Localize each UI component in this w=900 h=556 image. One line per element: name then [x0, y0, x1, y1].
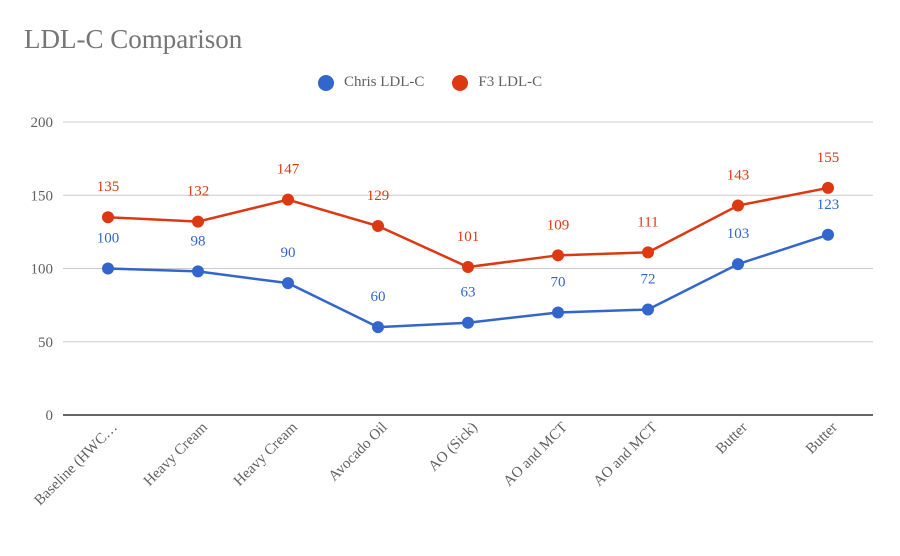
data-label: 70: [551, 274, 566, 290]
x-tick-label: Heavy Cream: [141, 419, 211, 489]
data-point: [102, 211, 114, 224]
data-label: 63: [461, 285, 476, 301]
legend-item-chris[interactable]: Chris LDL-C: [318, 74, 424, 91]
data-label: 132: [187, 184, 210, 200]
data-point: [732, 258, 744, 271]
data-point: [552, 306, 564, 319]
data-point: [462, 261, 474, 274]
chart-title: LDL-C Comparison: [24, 24, 243, 54]
y-tick-label: 100: [31, 262, 54, 278]
legend-marker-f3: [452, 74, 469, 91]
series-line-f3: [107, 186, 829, 269]
data-label: 109: [547, 217, 570, 233]
data-point: [372, 220, 384, 233]
x-tick-label: AO and MCT: [501, 420, 571, 490]
data-label: 129: [367, 188, 390, 204]
y-tick-label: 150: [31, 188, 54, 204]
data-label: 60: [371, 289, 386, 305]
data-point: [282, 193, 294, 206]
y-tick-label: 50: [38, 335, 53, 351]
x-tick-label: Butter: [713, 420, 751, 458]
data-point: [192, 265, 204, 278]
data-point: [642, 246, 654, 259]
data-label: 111: [637, 214, 658, 230]
data-label: 123: [817, 197, 840, 213]
data-label: 135: [97, 179, 120, 195]
y-tick-label: 0: [46, 408, 54, 424]
data-point: [282, 277, 294, 290]
data-point: [462, 316, 474, 329]
data-point: [822, 228, 834, 241]
x-tick-label: Baseline (HWC…: [31, 420, 120, 509]
data-label: 155: [817, 150, 840, 166]
legend-label-f3: F3 LDL-C: [478, 74, 543, 90]
legend-marker-chris: [318, 74, 334, 91]
data-point: [552, 249, 564, 262]
data-label: 101: [457, 229, 480, 245]
data-label: 147: [277, 162, 300, 178]
x-tick-label: Heavy Cream: [231, 419, 301, 489]
data-label: 72: [641, 272, 656, 288]
data-label: 90: [281, 245, 296, 261]
legend-label-chris: Chris LDL-C: [344, 74, 425, 90]
data-label: 98: [191, 233, 206, 249]
x-tick-label: Avocado Oil: [326, 420, 391, 485]
data-point: [822, 181, 834, 194]
x-tick-label: AO and MCT: [591, 420, 661, 490]
legend: Chris LDL-C F3 LDL-C: [318, 74, 542, 91]
data-point: [732, 199, 744, 212]
series-line-chris: [107, 233, 829, 329]
x-tick-label: Butter: [803, 420, 841, 458]
y-tick-label: 200: [31, 115, 54, 131]
legend-item-f3[interactable]: F3 LDL-C: [452, 74, 542, 91]
data-point: [642, 303, 654, 316]
data-label: 100: [97, 231, 120, 247]
data-point: [102, 262, 114, 275]
x-tick-label: AO (Sick): [426, 420, 481, 475]
data-point: [192, 215, 204, 228]
data-label: 143: [727, 168, 750, 184]
data-label: 103: [727, 226, 750, 242]
data-point: [372, 321, 384, 334]
